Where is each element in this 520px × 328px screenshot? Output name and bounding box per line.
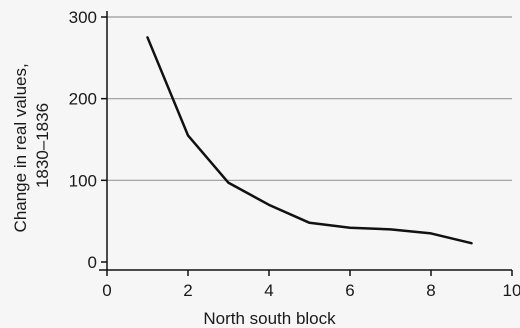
- series-line-0: [146, 36, 473, 245]
- x-tick-label-6: 6: [345, 281, 354, 300]
- x-tick-label-10: 10: [503, 281, 520, 300]
- tick-labels: 0 100 200 300 0 2 4 6 8 10: [69, 8, 520, 300]
- y-axis-title-line-2: 1830–1836: [33, 103, 52, 188]
- y-tick-label-200: 200: [69, 90, 97, 109]
- y-tick-label-300: 300: [69, 8, 97, 27]
- x-tick-label-2: 2: [183, 281, 192, 300]
- x-tick-label-4: 4: [264, 281, 273, 300]
- x-tick-label-8: 8: [426, 281, 435, 300]
- x-axis-title: North south block: [203, 309, 336, 328]
- series: [146, 36, 473, 245]
- tick-marks: [101, 16, 513, 276]
- y-axis-title: Change in real values, 1830–1836: [11, 59, 52, 233]
- x-tick-label-0: 0: [102, 281, 111, 300]
- axes: [99, 11, 512, 271]
- y-tick-label-0: 0: [88, 253, 97, 272]
- y-axis-title-line-1: Change in real values,: [11, 63, 30, 232]
- y-tick-label-100: 100: [69, 171, 97, 190]
- gridlines: [107, 16, 512, 181]
